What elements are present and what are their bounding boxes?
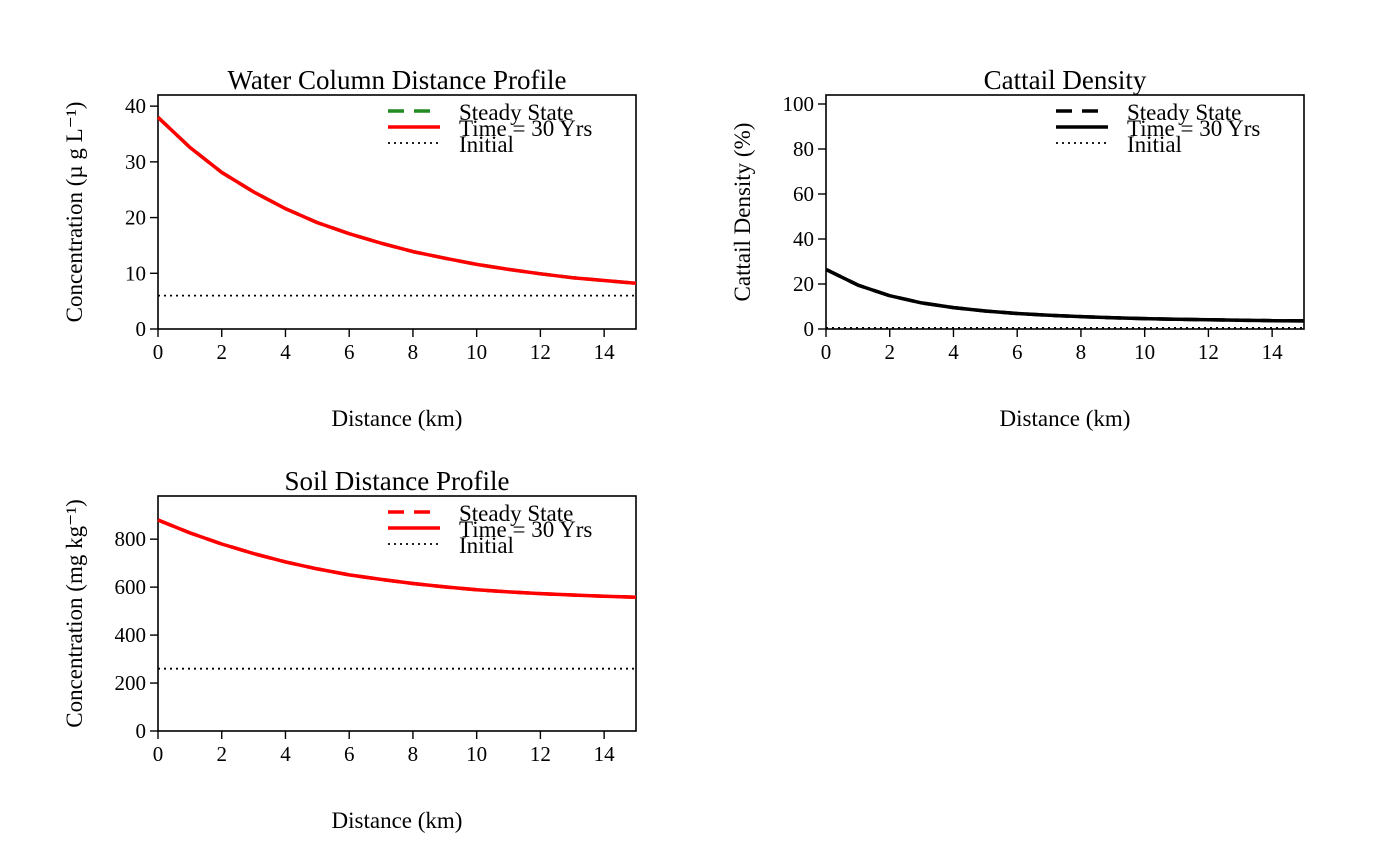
chart-title: Water Column Distance Profile [228,65,567,95]
legend-label: Steady State [459,100,573,125]
chart-title: Soil Distance Profile [285,466,510,496]
y-tick-label: 40 [793,227,814,251]
x-tick-label: 4 [948,340,959,364]
x-tick-label: 12 [1198,340,1219,364]
cattail-density-panel: 0 2 4 6 8 10 12 14 0 20 40 60 80 100 Cattail Density Di… [730,65,1305,431]
legend-label: Initial [1127,132,1182,157]
legend-label: Steady State [1127,100,1241,125]
y-tick-label: 600 [115,575,147,599]
x-tick-label: 2 [884,340,895,364]
y-tick-label: 30 [125,150,146,174]
soil-profile-panel: 0 2 4 6 8 10 12 14 0 200 400 600 800 Soil Distance Pr… [62,466,637,833]
x-tick-label: 4 [280,340,291,364]
x-axis-label: Distance (km) [332,808,463,833]
legend-label: Steady State [459,501,573,526]
x-tick-label: 6 [344,742,355,766]
legend-label: Initial [459,132,514,157]
y-tick-label: 0 [136,317,147,341]
x-tick-label: 14 [1262,340,1284,364]
plot-frame [157,94,637,330]
legend-label: Time = 30 Yrs [459,517,592,542]
y-axis-label: Concentration (µ g L⁻¹) [62,102,87,323]
plot-frame [825,94,1305,330]
x-tick-label: 12 [530,742,551,766]
y-axis-label: Cattail Density (%) [730,123,755,302]
y-tick-label: 20 [793,272,814,296]
y-tick-label: 80 [793,137,814,161]
series-line-solid [157,518,637,599]
x-axis-label: Distance (km) [1000,406,1131,431]
plot-frame [157,495,637,732]
y-tick-label: 100 [783,92,815,116]
y-tick-label: 0 [136,719,147,743]
water-column-panel: 0 2 4 6 8 10 12 14 0 10 20 30 40 Water Column Distanc… [62,65,637,431]
y-tick-label: 40 [125,94,146,118]
y-tick-label: 200 [115,671,147,695]
x-tick-label: 14 [594,340,616,364]
x-tick-label: 12 [530,340,551,364]
y-tick-label: 10 [125,261,146,285]
legend-label: Time = 30 Yrs [1127,116,1260,141]
y-tick-label: 400 [115,623,147,647]
legend-label: Time = 30 Yrs [459,116,592,141]
x-axis-label: Distance (km) [332,406,463,431]
x-tick-label: 6 [344,340,355,364]
x-tick-label: 4 [280,742,291,766]
series-line-solid [156,116,637,286]
y-tick-label: 20 [125,206,146,230]
legend-label: Initial [459,533,514,558]
x-tick-label: 14 [594,742,616,766]
y-tick-label: 60 [793,182,814,206]
x-tick-label: 0 [153,742,164,766]
x-tick-label: 10 [466,340,487,364]
x-tick-label: 10 [1134,340,1155,364]
x-tick-label: 2 [216,742,227,766]
x-tick-label: 0 [153,340,164,364]
y-tick-label: 800 [115,527,147,551]
x-tick-label: 8 [1076,340,1087,364]
series-line-dashed [156,116,637,286]
x-tick-label: 0 [821,340,832,364]
series-line-dashed [825,267,1305,323]
x-tick-label: 8 [408,742,419,766]
x-tick-label: 8 [408,340,419,364]
x-tick-label: 10 [466,742,487,766]
x-tick-label: 2 [216,340,227,364]
chart-title: Cattail Density [984,65,1147,95]
y-axis-label: Concentration (mg kg⁻¹) [62,499,87,728]
y-tick-label: 0 [804,317,815,341]
x-tick-label: 6 [1012,340,1023,364]
series-line-solid [825,267,1305,323]
